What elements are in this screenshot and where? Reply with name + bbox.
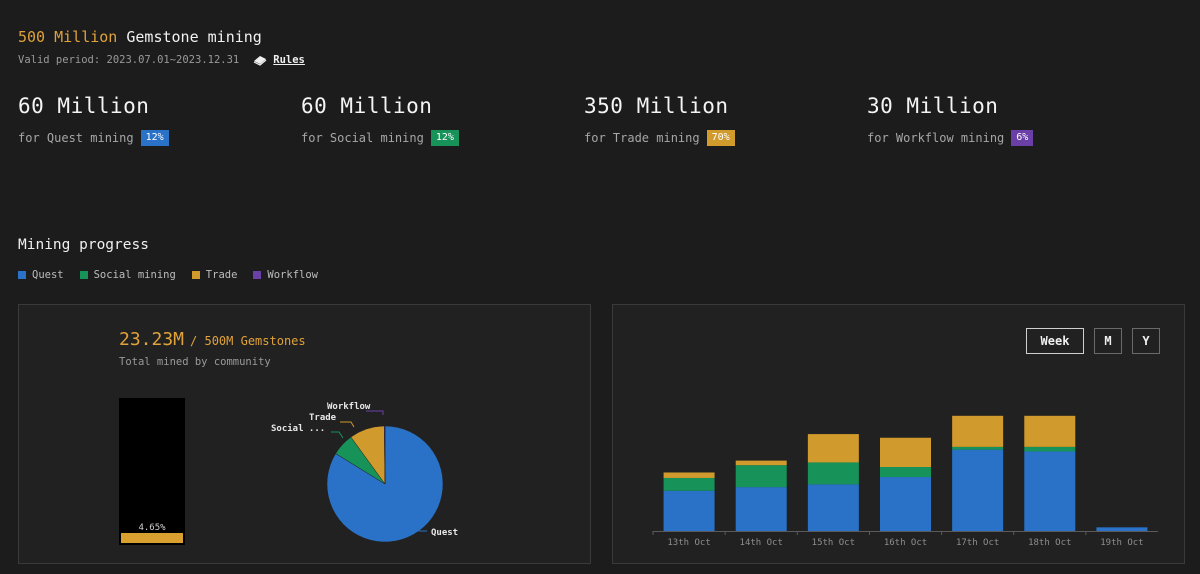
mined-panel: 23.23M / 500M Gemstones Total mined by c…	[18, 304, 591, 564]
stat-amount: 350 Million	[584, 94, 729, 118]
legend-item-workflow: Workflow	[253, 269, 318, 281]
bar-segment-quest	[735, 487, 787, 531]
chart-legend: Quest Social mining Trade Workflow	[18, 269, 318, 281]
range-year-button[interactable]: Y	[1132, 328, 1160, 354]
rules-link[interactable]: Rules	[253, 54, 305, 66]
daily-mining-bar-chart: 13th Oct 14th Oct 15th Oct 16th Oct 17th Oct…	[652, 415, 1158, 548]
stat-quest: 60 Million for Quest mining 12%	[18, 94, 169, 146]
bar-segment-trade	[952, 415, 1004, 447]
mined-progress-bar: 4.65%	[119, 398, 185, 545]
range-week-button[interactable]: Week	[1026, 328, 1084, 354]
legend-label: Social mining	[93, 269, 176, 281]
bar-segment-social-mining	[807, 462, 859, 485]
stat-workflow: 30 Million for Workflow mining 6%	[867, 94, 1034, 146]
pie-label-social: Social ...	[271, 423, 325, 434]
x-tick-label: 18th Oct	[1028, 538, 1071, 548]
mined-total: 23.23M / 500M Gemstones	[119, 329, 306, 350]
range-month-button[interactable]: M	[1094, 328, 1122, 354]
mined-percent: 4.65%	[138, 523, 166, 533]
distribution-pie-chart: Workflow Trade Social ... Quest	[271, 402, 458, 543]
legend-swatch	[18, 271, 26, 279]
stat-social: 60 Million for Social mining 12%	[301, 94, 459, 146]
bar-segment-quest	[663, 490, 715, 531]
rules-label: Rules	[273, 54, 305, 66]
range-selector: Week M Y	[1026, 328, 1160, 354]
mined-caption: Total mined by community	[119, 356, 271, 368]
bar-segment-quest	[952, 449, 1004, 531]
valid-period: Valid period: 2023.07.01~2023.12.31	[18, 54, 240, 66]
bar-segment-quest	[1096, 527, 1148, 531]
stat-badge: 70%	[706, 130, 735, 146]
pie-slice-workflow	[384, 425, 386, 485]
bar-segment-social-mining	[735, 465, 787, 488]
x-tick-label: 14th Oct	[740, 538, 783, 548]
legend-label: Workflow	[267, 269, 318, 281]
bar-segment-quest	[1024, 451, 1076, 531]
mined-denominator: / 500M Gemstones	[190, 334, 306, 348]
pie-label-quest: Quest	[431, 528, 458, 538]
bar-segment-trade	[1024, 415, 1076, 447]
title-text: Gemstone mining	[117, 28, 262, 46]
bar-segment-trade	[663, 472, 715, 478]
x-tick-label: 16th Oct	[884, 538, 927, 548]
legend-item-social: Social mining	[79, 269, 176, 281]
bar-segment-trade	[880, 437, 931, 467]
legend-item-quest: Quest	[18, 269, 64, 281]
legend-swatch	[79, 271, 88, 279]
bar-segment-quest	[880, 477, 931, 531]
bar-segment-trade	[807, 434, 859, 463]
title-amount: 500 Million	[18, 28, 118, 46]
stat-badge: 6%	[1011, 130, 1034, 146]
legend-swatch	[191, 271, 200, 279]
bar-segment-social-mining	[663, 477, 715, 491]
stat-badge: 12%	[140, 130, 169, 146]
stat-amount: 60 Million	[18, 94, 150, 118]
stat-amount: 60 Million	[301, 94, 433, 118]
x-tick-label: 19th Oct	[1100, 538, 1143, 548]
legend-swatch	[253, 271, 262, 279]
bar-segment-trade	[735, 460, 787, 466]
legend-label: Quest	[32, 269, 64, 281]
pie-label-trade: Trade	[309, 413, 337, 423]
bar-segment-social-mining	[880, 467, 931, 478]
stat-label: for Trade mining	[584, 131, 700, 145]
stat-label: for Workflow mining	[867, 131, 1005, 145]
x-tick-label: 15th Oct	[812, 538, 855, 548]
x-tick-label: 13th Oct	[667, 538, 710, 548]
stat-label: for Quest mining	[18, 131, 134, 145]
bar-segment-quest	[807, 484, 859, 531]
mined-value: 23.23M	[119, 329, 185, 350]
page-title: 500 Million Gemstone mining	[18, 28, 262, 46]
legend-label: Trade	[205, 269, 238, 281]
stat-label: for Social mining	[301, 131, 424, 145]
section-title: Mining progress	[18, 237, 149, 253]
stat-trade: 350 Million for Trade mining 70%	[584, 94, 735, 146]
bar-segment-social-mining	[952, 446, 1004, 450]
stat-badge: 12%	[430, 130, 459, 146]
x-tick-label: 17th Oct	[956, 538, 999, 548]
valid-period-row: Valid period: 2023.07.01~2023.12.31 Rule…	[18, 54, 305, 66]
stat-amount: 30 Million	[867, 94, 999, 118]
mined-progress-fill	[121, 533, 183, 543]
book-icon	[253, 56, 267, 66]
legend-item-trade: Trade	[191, 269, 238, 281]
bar-segment-social-mining	[1024, 446, 1076, 452]
daily-mining-panel: Week M Y 13th Oct 14th Oct 15th Oct 16th Oc…	[612, 304, 1185, 564]
pie-label-workflow: Workflow	[327, 402, 371, 412]
